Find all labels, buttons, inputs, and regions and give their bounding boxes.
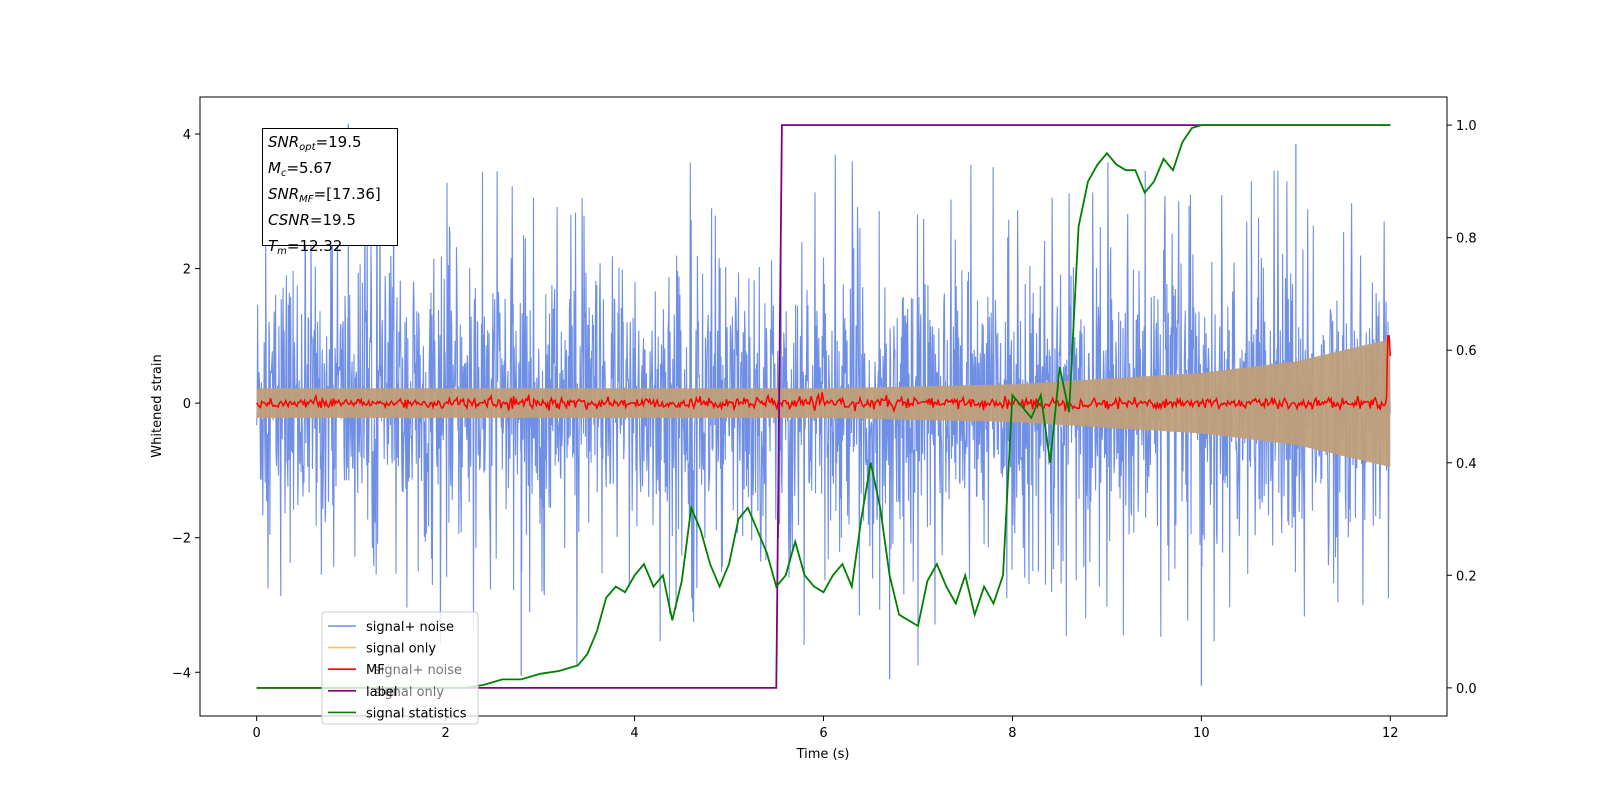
legend-label-2: MF <box>366 663 385 678</box>
legend-label-3: label <box>366 685 397 700</box>
statistics-annotation: SNRopt=19.5 Mc=5.67 SNRMF=[17.36] CSNR=1… <box>262 128 398 257</box>
series-label <box>256 124 1391 689</box>
series-signal-statistics <box>256 124 1391 689</box>
y-axis-label: Whitened strain <box>150 354 165 457</box>
stat-csnr: CSNR=19.5 <box>268 211 356 229</box>
x-tick-label-0: 0 <box>253 726 261 741</box>
legend: signal+ noise signal only MF label signal st… <box>321 611 479 725</box>
series-mf <box>256 335 1392 414</box>
legend-box <box>321 611 479 725</box>
y-tick-label-3: 2 <box>183 263 191 278</box>
y-tick-label-4: 4 <box>183 128 191 143</box>
y-right-tick-label-0: 0.0 <box>1456 682 1477 697</box>
stat-tm: Tm=12.32 <box>268 237 343 257</box>
y-tick-label-2: 0 <box>183 397 191 412</box>
y-right-tick-label-5: 1.0 <box>1456 119 1477 134</box>
y-axis-left: −4 −2 0 2 4 <box>172 128 200 681</box>
y-tick-label-1: −2 <box>172 532 191 547</box>
stat-mc: Mc=5.67 <box>268 159 333 179</box>
x-tick-label-6: 12 <box>1382 726 1399 741</box>
y-tick-label-0: −4 <box>172 666 191 681</box>
legend-echo-label-1: signal only <box>374 685 444 700</box>
x-tick-label-1: 2 <box>441 726 449 741</box>
x-tick-label-2: 4 <box>630 726 638 741</box>
stat-snr-mf: SNRMF=[17.36] <box>268 185 381 205</box>
plot-area <box>256 123 1392 689</box>
y-right-tick-label-4: 0.8 <box>1456 232 1477 247</box>
x-tick-label-5: 10 <box>1193 726 1210 741</box>
x-tick-label-3: 6 <box>819 726 827 741</box>
y-right-tick-label-3: 0.6 <box>1456 344 1477 359</box>
y-right-tick-label-1: 0.2 <box>1456 569 1477 584</box>
stat-snr-opt: SNRopt=19.5 <box>268 133 362 153</box>
y-right-tick-label-2: 0.4 <box>1456 457 1477 472</box>
legend-label-0: signal+ noise <box>366 620 454 635</box>
x-tick-label-4: 8 <box>1008 726 1016 741</box>
legend-label-4: signal statistics <box>366 706 467 721</box>
y-axis-right: 0.0 0.2 0.4 0.6 0.8 1.0 <box>1447 119 1477 697</box>
legend-echo-label-0: signal+ noise <box>374 663 462 678</box>
legend-label-1: signal only <box>366 642 436 657</box>
x-axis-label: Time (s) <box>796 747 850 762</box>
